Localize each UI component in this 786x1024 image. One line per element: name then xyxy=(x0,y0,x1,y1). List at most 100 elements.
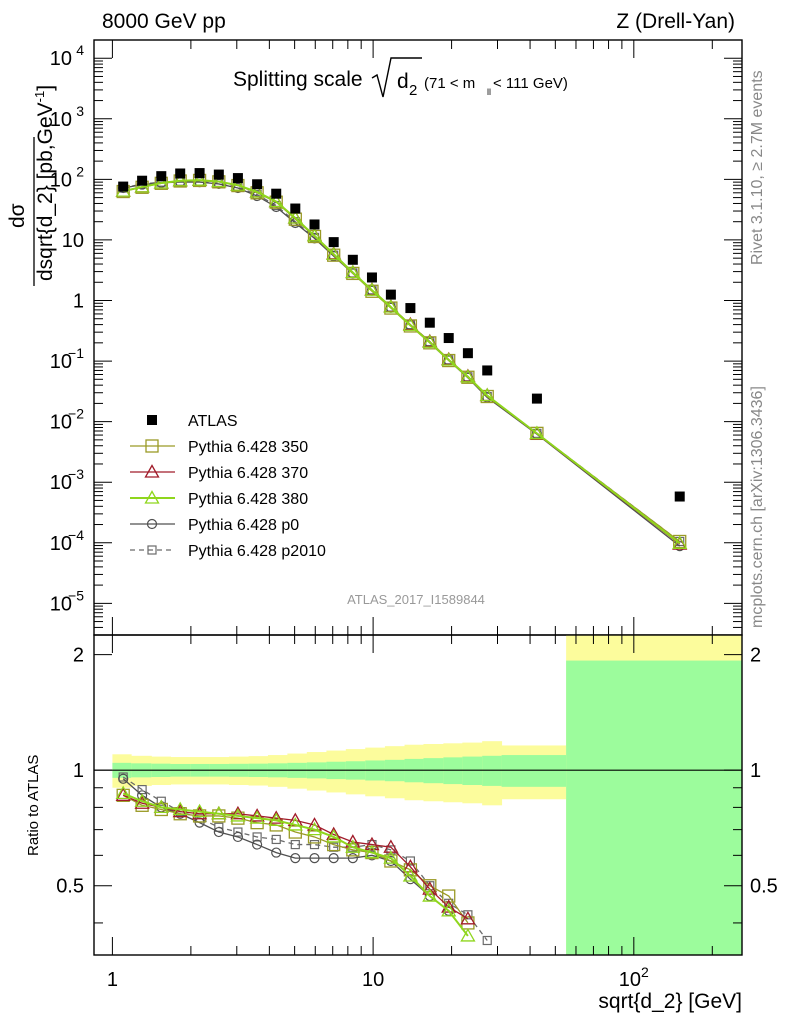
data-point-atlas xyxy=(328,237,339,248)
data-point-p380 xyxy=(422,888,438,902)
data-point-atlas xyxy=(213,169,224,180)
legend-label-p2010: Pythia 6.428 p2010 xyxy=(188,543,326,560)
data-point-p350 xyxy=(327,837,341,852)
ratio-y-tick-label-right: 0.5 xyxy=(750,876,778,898)
main-y-axis-title: dσ dsqrt{d_2} [pb,GeV-1] xyxy=(6,85,57,286)
panel-frame xyxy=(93,634,743,956)
data-point-p0 xyxy=(347,853,358,864)
data-point-p380 xyxy=(172,172,188,187)
data-point-p380 xyxy=(172,801,188,816)
data-point-p2010 xyxy=(309,839,320,850)
y-tick-label-exponent: −2 xyxy=(68,406,84,422)
legend-entry-p380: Pythia 6.428 380 xyxy=(130,490,308,508)
data-point-atlas xyxy=(462,348,473,359)
data-point-p380 xyxy=(529,425,545,440)
data-point-p2010 xyxy=(386,845,396,855)
plot-title-range-sub: ll xyxy=(487,87,491,97)
plot-title: Splitting scale d 2 (71 < m ll < 111 GeV… xyxy=(233,57,568,99)
y-tick-label: 1 xyxy=(73,290,84,312)
data-point-p380 xyxy=(211,173,227,188)
legend-marker-data xyxy=(147,415,157,425)
series-line-p370 xyxy=(123,179,681,545)
data-point-p2010 xyxy=(290,839,300,850)
header-process-label: Z (Drell-Yan) xyxy=(616,10,735,33)
data-point-p0 xyxy=(213,826,224,838)
data-point-p380 xyxy=(134,793,150,807)
x-tick-label: 102 xyxy=(619,964,649,991)
data-point-p380 xyxy=(287,210,303,224)
y-title-numerator: dσ xyxy=(6,203,29,228)
data-point-p350 xyxy=(365,284,379,298)
data-point-p380 xyxy=(422,334,438,348)
legend-marker-p380 xyxy=(144,490,160,504)
y-tick-label-exponent: 2 xyxy=(76,163,84,179)
data-point-p380 xyxy=(249,184,265,198)
y-tick-label-exponent: 4 xyxy=(76,42,84,58)
data-point-atlas xyxy=(531,393,542,404)
data-point-p380 xyxy=(211,805,227,820)
y-tick-label-exponent: −1 xyxy=(68,345,84,361)
y-tick-label: 10 xyxy=(50,593,72,615)
legend-label-p0: Pythia 6.428 p0 xyxy=(188,517,299,534)
legend-label-p380: Pythia 6.428 380 xyxy=(188,491,308,508)
data-point-p370 xyxy=(249,808,265,822)
data-point-p380 xyxy=(153,799,169,814)
legend-marker-p2010 xyxy=(147,545,157,555)
rivet-version-label: Rivet 3.1.10, ≥ 2.7M events xyxy=(749,70,766,265)
data-point-atlas xyxy=(309,219,320,230)
legend-entry-p2010: Pythia 6.428 p2010 xyxy=(130,543,326,560)
y-tick-label: 10 xyxy=(50,169,72,191)
data-point-p380 xyxy=(326,246,342,260)
data-point-p380 xyxy=(345,839,361,853)
band-inner xyxy=(501,755,567,787)
legend-label-p350: Pythia 6.428 350 xyxy=(188,439,308,456)
data-point-p370 xyxy=(326,826,342,841)
series-line-p2010 xyxy=(123,180,681,542)
data-point-atlas xyxy=(137,175,148,186)
data-point-p2010 xyxy=(233,827,243,837)
data-point-p380 xyxy=(364,844,380,859)
data-point-p380 xyxy=(268,193,284,208)
series-line-p350 xyxy=(123,179,681,542)
data-point-atlas xyxy=(385,289,396,300)
data-point-p2010 xyxy=(214,822,224,832)
data-point-p380 xyxy=(479,387,495,402)
plot-title-range-post: < 111 GeV) xyxy=(493,75,568,92)
legend-marker-p370 xyxy=(144,464,160,478)
data-point-p370 xyxy=(402,859,419,873)
ratio-y-tick-label: 0.5 xyxy=(56,876,84,898)
ratio-y-tick-label-right: 2 xyxy=(750,645,761,667)
data-point-p380 xyxy=(441,903,457,917)
band-inner xyxy=(482,755,503,786)
mcplots-label: mcplots.cern.ch [arXiv:1306.3436] xyxy=(749,386,766,628)
band-inner xyxy=(566,660,743,955)
data-point-p0 xyxy=(290,853,301,864)
data-point-atlas xyxy=(347,254,358,265)
data-point-p380 xyxy=(402,868,419,882)
y-tick-label: 10 xyxy=(50,351,72,373)
data-point-p380 xyxy=(191,172,208,186)
y-title-denominator: dsqrt{d_2} [pb,GeV-1] xyxy=(32,85,57,281)
legend-marker-p0 xyxy=(146,518,158,530)
data-point-atlas xyxy=(366,272,377,283)
legend-label-data: ATLAS xyxy=(188,413,238,430)
data-point-p350 xyxy=(423,879,437,893)
data-point-atlas xyxy=(118,181,129,192)
data-point-p350 xyxy=(384,301,398,315)
legend-marker-p350 xyxy=(145,439,159,453)
legend-label-p370: Pythia 6.428 370 xyxy=(188,465,308,482)
legend-entry-p370: Pythia 6.428 370 xyxy=(130,464,308,482)
y-tick-label-exponent: 3 xyxy=(76,103,84,119)
x-axis-title: sqrt{d_2} [GeV] xyxy=(598,990,742,1013)
legend: ATLAS Pythia 6.428 350 Pythia 6.428 370 Pyt… xyxy=(130,413,326,560)
data-point-p380 xyxy=(364,282,380,296)
y-tick-label-exponent: −3 xyxy=(68,466,84,482)
data-point-p380 xyxy=(230,808,246,822)
plot-title-radicand: d xyxy=(397,70,409,93)
data-point-atlas xyxy=(443,333,454,344)
data-point-p2010 xyxy=(482,935,492,946)
data-point-p0 xyxy=(309,853,320,864)
data-point-p380 xyxy=(306,227,323,242)
data-point-p350 xyxy=(480,389,494,404)
